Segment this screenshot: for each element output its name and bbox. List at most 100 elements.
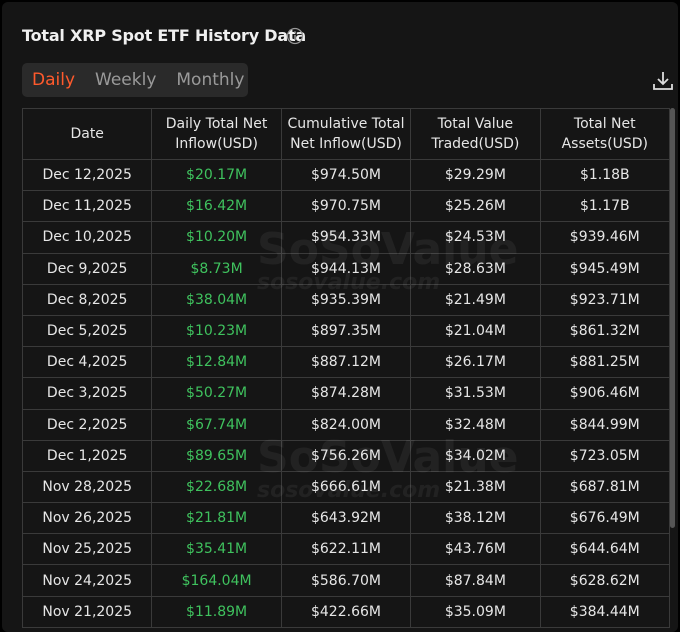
cell: $31.53M	[410, 377, 541, 410]
row: Dec 9,2025 $8.73M $944.13M $28.63M $945.49M	[22, 252, 670, 285]
cell: $87.84M	[410, 564, 541, 597]
cell: $35.41M	[151, 533, 282, 566]
cell: $644.64M	[539, 533, 670, 566]
header-line: Inflow(USD)	[175, 136, 258, 152]
row: Nov 24,2025 $164.04M $586.70M $87.84M $628.6…	[22, 564, 670, 597]
cell: $1.17B	[539, 190, 670, 223]
cell: $687.81M	[539, 470, 670, 504]
cell: $1.18B	[539, 158, 670, 192]
cell: $723.05M	[539, 439, 670, 472]
row: Dec 11,2025 $16.42M $970.75M $25.26M $1.17B	[22, 190, 670, 223]
cell: $164.04M	[151, 564, 282, 597]
cell: $861.32M	[539, 314, 670, 348]
download-icon[interactable]	[652, 70, 674, 92]
column-header: Total Value Traded(USD)	[410, 108, 541, 160]
cell: $628.62M	[539, 564, 670, 597]
cell: Dec 12,2025	[22, 158, 153, 192]
scrollbar[interactable]	[670, 108, 675, 528]
cell: $906.46M	[539, 377, 670, 410]
cell: $954.33M	[280, 221, 412, 254]
header-line: Assets(USD)	[561, 136, 648, 152]
cell: $21.49M	[410, 283, 541, 316]
column-header: Cumulative Total Net Inflow(USD)	[280, 108, 412, 160]
cell: $24.53M	[410, 221, 541, 254]
cell: $34.02M	[410, 439, 541, 472]
cell: $10.20M	[151, 221, 282, 254]
row: Dec 5,2025 $10.23M $897.35M $21.04M $861.32M	[22, 314, 670, 348]
cell: $16.42M	[151, 190, 282, 223]
header-line: Total Net	[573, 116, 636, 132]
cell: Dec 4,2025	[22, 346, 153, 379]
cell: $29.29M	[410, 158, 541, 192]
cell: Nov 28,2025	[22, 470, 153, 504]
cell: $22.68M	[151, 470, 282, 504]
tab[interactable]: Monthly	[176, 70, 245, 90]
cell: $897.35M	[280, 314, 412, 348]
row: Dec 1,2025 $89.65M $756.26M $34.02M $723.05M	[22, 439, 670, 472]
cell: Nov 24,2025	[22, 564, 153, 597]
cell: $21.04M	[410, 314, 541, 348]
cell: $939.46M	[539, 221, 670, 254]
cell: $38.04M	[151, 283, 282, 316]
cell: $21.81M	[151, 502, 282, 535]
row: Dec 8,2025 $38.04M $935.39M $21.49M $923.71M	[22, 283, 670, 316]
cell: Nov 21,2025	[22, 595, 153, 628]
cell: $874.28M	[280, 377, 412, 410]
cell: $945.49M	[539, 252, 670, 285]
cell: $844.99M	[539, 408, 670, 441]
tab[interactable]: Daily	[32, 70, 76, 90]
cell: $89.65M	[151, 439, 282, 472]
cell: $67.74M	[151, 408, 282, 441]
cell: $21.38M	[410, 470, 541, 504]
column-header: Total Net Assets(USD)	[539, 108, 670, 160]
header-line: Date	[70, 126, 104, 142]
cell: $676.49M	[539, 502, 670, 535]
cell: $10.23M	[151, 314, 282, 348]
cell: $824.00M	[280, 408, 412, 441]
cell: $28.63M	[410, 252, 541, 285]
row: Dec 4,2025 $12.84M $887.12M $26.17M $881.25M	[22, 346, 670, 379]
table-container: Date Daily Total Net Inflow(USD) Cumulative…	[22, 108, 670, 632]
cell: $12.84M	[151, 346, 282, 379]
header-line: Net Inflow(USD)	[290, 136, 402, 152]
cell: $970.75M	[280, 190, 412, 223]
cell: $11.89M	[151, 595, 282, 628]
cell: Dec 10,2025	[22, 221, 153, 254]
header-row: Date Daily Total Net Inflow(USD) Cumulative…	[22, 108, 670, 160]
cell: Dec 5,2025	[22, 314, 153, 348]
cell: $643.92M	[280, 502, 412, 535]
tab-bar: Daily Weekly Monthly	[22, 63, 248, 97]
row: Nov 21,2025 $11.89M $422.66M $35.09M $384.44…	[22, 595, 670, 628]
cell: $25.26M	[410, 190, 541, 223]
header-line: Daily Total Net	[165, 116, 268, 132]
cell: $935.39M	[280, 283, 412, 316]
cell: $756.26M	[280, 439, 412, 472]
row: Dec 2,2025 $67.74M $824.00M $32.48M $844.99M	[22, 408, 670, 441]
cell: Dec 3,2025	[22, 377, 153, 410]
table: Date Daily Total Net Inflow(USD) Cumulative…	[22, 108, 670, 628]
column-header: Date	[22, 108, 153, 160]
cell: $881.25M	[539, 346, 670, 379]
info-icon[interactable]	[286, 27, 304, 45]
cell: $923.71M	[539, 283, 670, 316]
cell: $974.50M	[280, 158, 412, 192]
row: Nov 28,2025 $22.68M $666.61M $21.38M $687.81…	[22, 470, 670, 504]
cell: Nov 25,2025	[22, 533, 153, 566]
cell: $35.09M	[410, 595, 541, 628]
cell: $944.13M	[280, 252, 412, 285]
cell: Dec 8,2025	[22, 283, 153, 316]
cell: Dec 9,2025	[22, 252, 153, 285]
cell: $422.66M	[280, 595, 412, 628]
cell: Dec 2,2025	[22, 408, 153, 441]
row: Dec 3,2025 $50.27M $874.28M $31.53M $906.46M	[22, 377, 670, 410]
cell: $8.73M	[151, 252, 282, 285]
cell: $38.12M	[410, 502, 541, 535]
cell: $622.11M	[280, 533, 412, 566]
row: Nov 26,2025 $21.81M $643.92M $38.12M $676.49…	[22, 502, 670, 535]
header-line: Traded(USD)	[431, 136, 520, 152]
row: Dec 10,2025 $10.20M $954.33M $24.53M $939.46…	[22, 221, 670, 254]
row: Dec 12,2025 $20.17M $974.50M $29.29M $1.18B	[22, 158, 670, 192]
tab[interactable]: Weekly	[95, 70, 157, 90]
cell: $32.48M	[410, 408, 541, 441]
